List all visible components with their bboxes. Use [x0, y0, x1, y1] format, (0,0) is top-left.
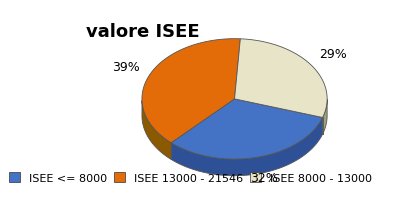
Polygon shape — [235, 40, 327, 118]
Polygon shape — [142, 39, 240, 143]
Polygon shape — [171, 118, 323, 176]
Polygon shape — [142, 101, 171, 160]
Text: 39%: 39% — [112, 61, 140, 74]
Polygon shape — [171, 99, 323, 159]
Polygon shape — [323, 100, 327, 134]
Text: 29%: 29% — [319, 47, 347, 60]
Text: 32%: 32% — [250, 171, 278, 184]
Text: valore ISEE: valore ISEE — [86, 23, 200, 41]
Legend: ISEE <= 8000, ISEE 13000 - 21546, ISEE 8000 - 13000: ISEE <= 8000, ISEE 13000 - 21546, ISEE 8… — [5, 168, 376, 187]
